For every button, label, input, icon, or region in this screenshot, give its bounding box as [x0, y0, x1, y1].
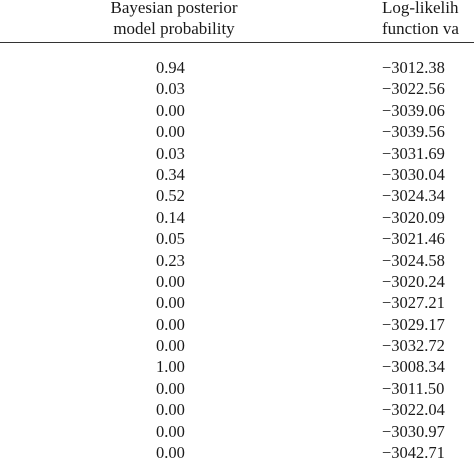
posterior-probability-cell: 0.00: [156, 400, 185, 420]
log-likelihood-cell: −3020.09: [382, 207, 445, 227]
log-likelihood-cell: −3029.17: [382, 314, 445, 334]
log-likelihood-cell: −3039.06: [382, 100, 445, 120]
table-row: 0.00 −3020.24: [0, 271, 474, 292]
log-likelihood-cell: −3039.56: [382, 122, 445, 142]
log-likelihood-cell: −3031.69: [382, 143, 445, 163]
posterior-probability-cell: 0.52: [156, 186, 185, 206]
posterior-probability-cell: 0.34: [156, 164, 185, 184]
column-header-line: function va: [382, 19, 459, 38]
column-header-log-likelihood: Log-likelih function va: [382, 0, 459, 39]
table-row: 0.00 −3027.21: [0, 292, 474, 313]
log-likelihood-cell: −3011.50: [382, 378, 445, 398]
log-likelihood-cell: −3012.38: [382, 58, 445, 77]
log-likelihood-cell: −3024.58: [382, 250, 445, 270]
table-row: 0.00 −3039.06: [0, 100, 474, 121]
posterior-probability-cell: 0.05: [156, 229, 185, 249]
table-row: 1.00 −3008.34: [0, 356, 474, 377]
posterior-probability-cell: 0.00: [156, 378, 185, 398]
posterior-probability-cell: 0.00: [156, 421, 185, 441]
table-row: 0.05 −3021.46: [0, 228, 474, 249]
table-row: 0.00 −3032.72: [0, 335, 474, 356]
log-likelihood-cell: −3030.97: [382, 421, 445, 441]
table-row: 0.34 −3030.04: [0, 164, 474, 185]
posterior-probability-cell: 0.94: [156, 58, 185, 77]
column-header-line: Bayesian posterior: [110, 0, 238, 17]
table-row: 0.00 −3029.17: [0, 314, 474, 335]
table-header: Bayesian posterior model probability Log…: [0, 0, 474, 46]
table-row: 0.52 −3024.34: [0, 185, 474, 206]
posterior-probability-cell: 0.00: [156, 443, 185, 463]
log-likelihood-cell: −3027.21: [382, 293, 445, 313]
log-likelihood-cell: −3042.71: [382, 443, 445, 463]
posterior-probability-cell: 0.03: [156, 79, 185, 99]
table-row: 0.00 −3042.71: [0, 442, 474, 463]
table-row: 0.03 −3022.56: [0, 78, 474, 99]
table-row: 0.00 −3030.97: [0, 421, 474, 442]
posterior-probability-cell: 0.00: [156, 271, 185, 291]
log-likelihood-cell: −3008.34: [382, 357, 445, 377]
table-row: 0.94 −3012.38: [0, 57, 474, 78]
log-likelihood-cell: −3020.24: [382, 271, 445, 291]
posterior-probability-cell: 0.00: [156, 100, 185, 120]
table-row: 0.03 −3031.69: [0, 143, 474, 164]
table-body: 0.94 −3012.38 0.03 −3022.56 0.00 −3039.06 0.00…: [0, 57, 474, 463]
posterior-probability-cell: 0.00: [156, 293, 185, 313]
column-header-line: model probability: [113, 19, 235, 38]
log-likelihood-cell: −3021.46: [382, 229, 445, 249]
posterior-probability-cell: 0.00: [156, 314, 185, 334]
table-row: 0.23 −3024.58: [0, 250, 474, 271]
log-likelihood-cell: −3030.04: [382, 164, 445, 184]
posterior-probability-cell: 0.00: [156, 336, 185, 356]
posterior-probability-cell: 0.00: [156, 122, 185, 142]
log-likelihood-cell: −3032.72: [382, 336, 445, 356]
posterior-probability-cell: 0.14: [156, 207, 185, 227]
column-header-posterior-probability: Bayesian posterior model probability: [56, 0, 292, 39]
posterior-probability-cell: 0.03: [156, 143, 185, 163]
table-row: 0.00 −3011.50: [0, 378, 474, 399]
table-row: 0.14 −3020.09: [0, 207, 474, 228]
log-likelihood-cell: −3022.04: [382, 400, 445, 420]
column-header-line: Log-likelih: [382, 0, 459, 17]
table-row: 0.00 −3039.56: [0, 121, 474, 142]
table-row: 0.00 −3022.04: [0, 399, 474, 420]
log-likelihood-cell: −3024.34: [382, 186, 445, 206]
log-likelihood-cell: −3022.56: [382, 79, 445, 99]
posterior-probability-cell: 0.23: [156, 250, 185, 270]
posterior-probability-cell: 1.00: [156, 357, 185, 377]
header-rule: [0, 42, 474, 43]
